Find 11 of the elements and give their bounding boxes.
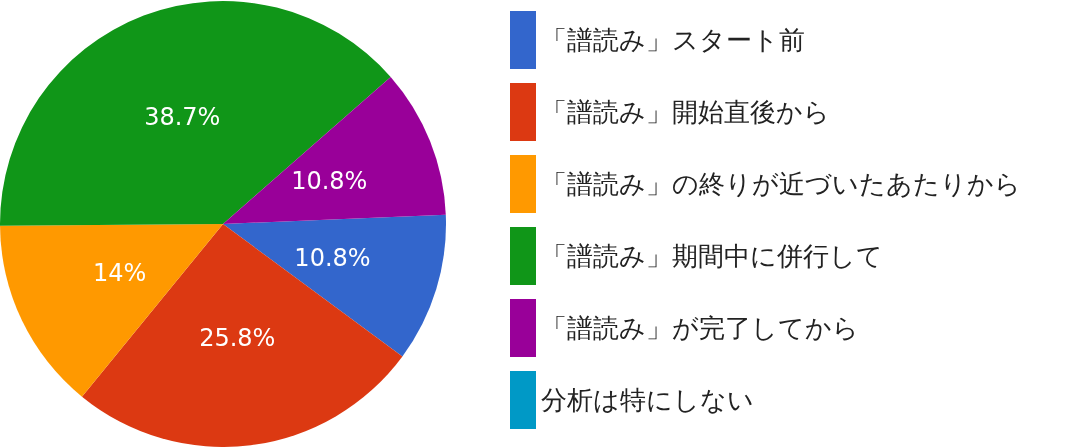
legend-label: 分析は特にしない	[541, 385, 754, 415]
data-label: 25.8%	[199, 323, 276, 352]
legend-label: 「譜読み」の終りが近づいたあたりから	[541, 169, 1021, 199]
legend-label: 「譜読み」スタート前	[541, 25, 805, 55]
data-label: 14%	[93, 259, 147, 288]
data-label: 38.7%	[144, 102, 221, 131]
data-label: 10.8%	[291, 167, 368, 196]
legend-label: 「譜読み」開始直後から	[541, 97, 830, 127]
data-label: 10.8%	[294, 243, 371, 272]
legend-label: 「譜読み」期間中に併行して	[541, 241, 883, 271]
legend-label: 「譜読み」が完了してから	[541, 313, 859, 343]
